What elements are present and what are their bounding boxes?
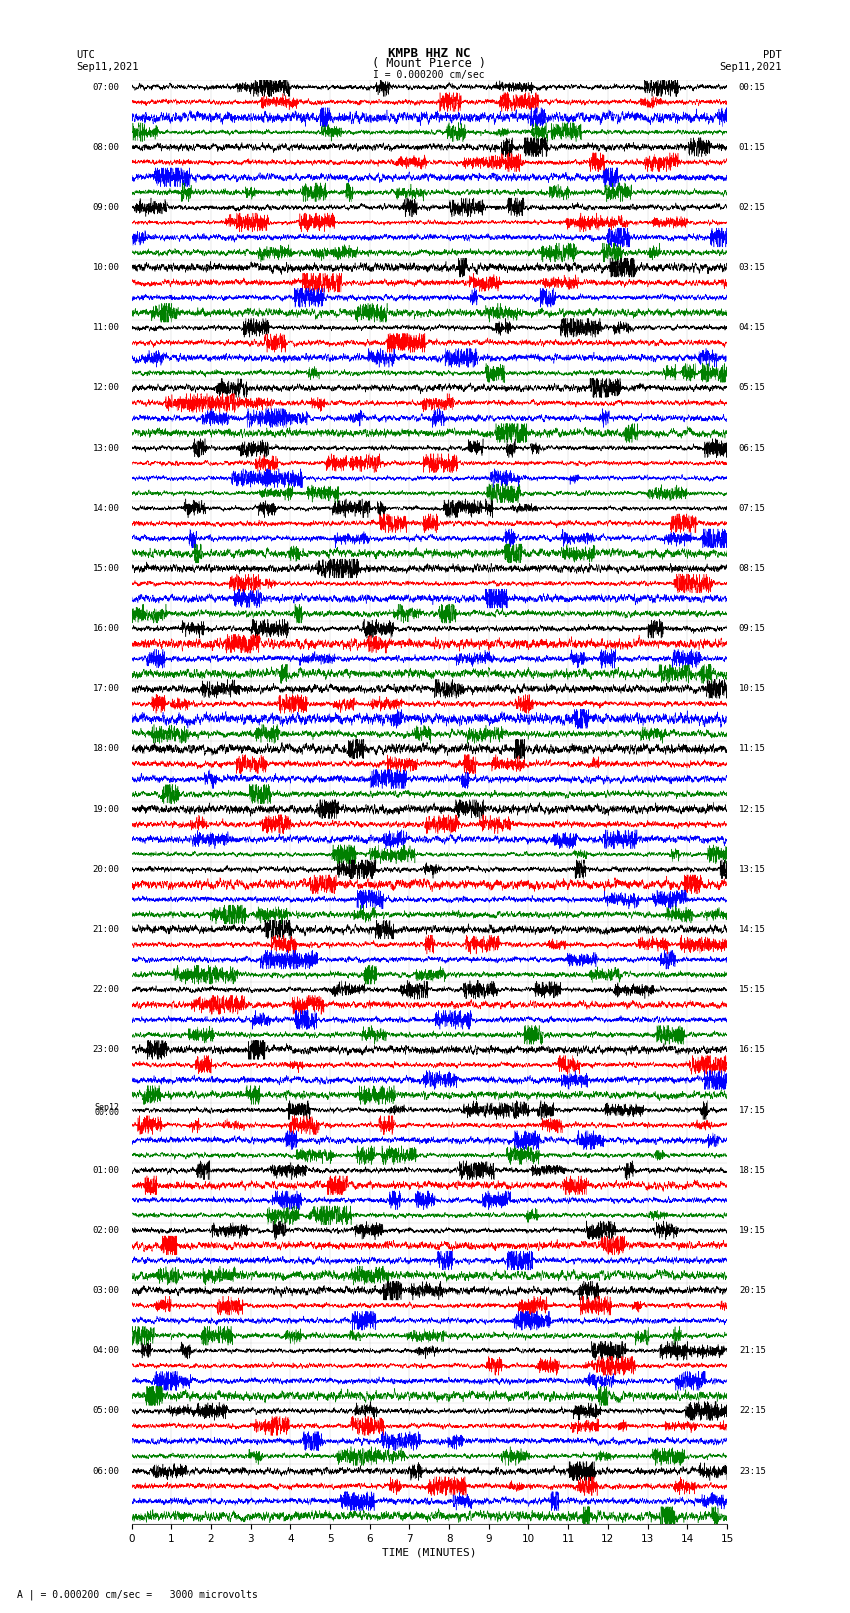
Text: 18:15: 18:15 — [739, 1166, 766, 1174]
Text: 08:15: 08:15 — [739, 565, 766, 573]
Text: 04:00: 04:00 — [93, 1347, 120, 1355]
Text: A | = 0.000200 cm/sec =   3000 microvolts: A | = 0.000200 cm/sec = 3000 microvolts — [17, 1589, 258, 1600]
Text: 10:15: 10:15 — [739, 684, 766, 694]
Text: 06:15: 06:15 — [739, 444, 766, 453]
Text: I = 0.000200 cm/sec: I = 0.000200 cm/sec — [373, 69, 485, 79]
Text: 16:00: 16:00 — [93, 624, 120, 634]
Text: 03:15: 03:15 — [739, 263, 766, 273]
Text: 23:00: 23:00 — [93, 1045, 120, 1055]
Text: KMPB HHZ NC: KMPB HHZ NC — [388, 47, 471, 60]
Text: 15:00: 15:00 — [93, 565, 120, 573]
Text: 11:00: 11:00 — [93, 323, 120, 332]
Text: 17:15: 17:15 — [739, 1105, 766, 1115]
Text: 00:00: 00:00 — [94, 1108, 120, 1116]
Text: 12:15: 12:15 — [739, 805, 766, 813]
Text: 04:15: 04:15 — [739, 323, 766, 332]
Text: 02:00: 02:00 — [93, 1226, 120, 1236]
Text: 11:15: 11:15 — [739, 745, 766, 753]
Text: 13:15: 13:15 — [739, 865, 766, 874]
Text: UTC: UTC — [76, 50, 95, 60]
Text: 14:00: 14:00 — [93, 503, 120, 513]
Text: 21:15: 21:15 — [739, 1347, 766, 1355]
Text: 23:15: 23:15 — [739, 1466, 766, 1476]
Text: 02:15: 02:15 — [739, 203, 766, 211]
Text: 17:00: 17:00 — [93, 684, 120, 694]
Text: 05:00: 05:00 — [93, 1407, 120, 1416]
Text: 01:00: 01:00 — [93, 1166, 120, 1174]
Text: 20:15: 20:15 — [739, 1286, 766, 1295]
Text: 16:15: 16:15 — [739, 1045, 766, 1055]
Text: 08:00: 08:00 — [93, 142, 120, 152]
Text: 09:15: 09:15 — [739, 624, 766, 634]
Text: 01:15: 01:15 — [739, 142, 766, 152]
Text: Sep11,2021: Sep11,2021 — [76, 61, 139, 71]
Text: 22:00: 22:00 — [93, 986, 120, 994]
Text: 09:00: 09:00 — [93, 203, 120, 211]
X-axis label: TIME (MINUTES): TIME (MINUTES) — [382, 1548, 477, 1558]
Text: 06:00: 06:00 — [93, 1466, 120, 1476]
Text: 12:00: 12:00 — [93, 384, 120, 392]
Text: 21:00: 21:00 — [93, 924, 120, 934]
Text: 10:00: 10:00 — [93, 263, 120, 273]
Text: 05:15: 05:15 — [739, 384, 766, 392]
Text: 20:00: 20:00 — [93, 865, 120, 874]
Text: 22:15: 22:15 — [739, 1407, 766, 1416]
Text: Sep11,2021: Sep11,2021 — [719, 61, 782, 71]
Text: 19:00: 19:00 — [93, 805, 120, 813]
Text: Sep12: Sep12 — [94, 1103, 120, 1113]
Text: 19:15: 19:15 — [739, 1226, 766, 1236]
Text: 00:15: 00:15 — [739, 82, 766, 92]
Text: 14:15: 14:15 — [739, 924, 766, 934]
Text: 15:15: 15:15 — [739, 986, 766, 994]
Text: PDT: PDT — [763, 50, 782, 60]
Text: 07:00: 07:00 — [93, 82, 120, 92]
Text: 07:15: 07:15 — [739, 503, 766, 513]
Text: ( Mount Pierce ): ( Mount Pierce ) — [372, 56, 486, 71]
Text: 03:00: 03:00 — [93, 1286, 120, 1295]
Text: 18:00: 18:00 — [93, 745, 120, 753]
Text: 13:00: 13:00 — [93, 444, 120, 453]
